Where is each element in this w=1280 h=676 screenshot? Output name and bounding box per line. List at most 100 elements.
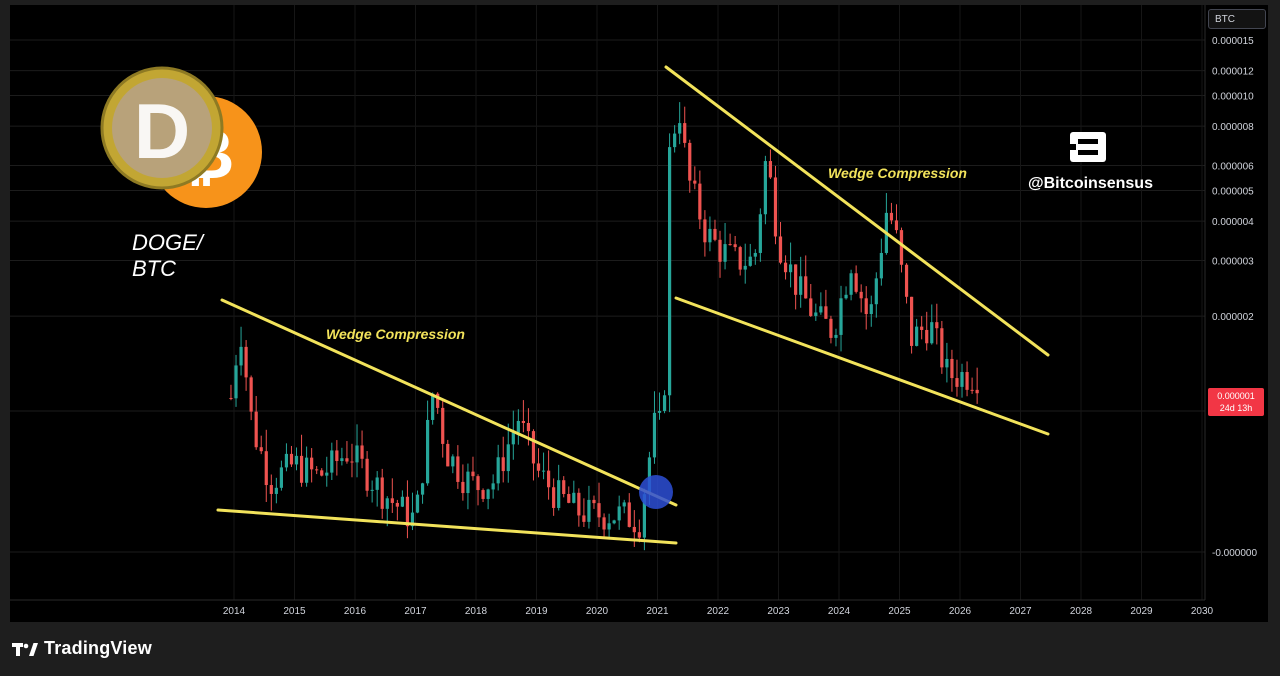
candle-body bbox=[471, 471, 475, 477]
x-tick-label: 2023 bbox=[767, 606, 790, 617]
y-tick-label: 0.000006 bbox=[1212, 162, 1254, 173]
x-tick-label: 2030 bbox=[1191, 606, 1214, 617]
candle-body bbox=[920, 326, 924, 330]
candle-body bbox=[451, 456, 455, 467]
candle-body bbox=[320, 470, 324, 476]
candle-body bbox=[466, 471, 470, 494]
candle-body bbox=[738, 247, 742, 270]
x-tick-label: 2021 bbox=[646, 606, 669, 617]
candle-body bbox=[436, 393, 440, 408]
candle-body bbox=[531, 431, 536, 464]
candle-body bbox=[420, 483, 425, 495]
x-tick-label: 2018 bbox=[465, 606, 488, 617]
candle-body bbox=[849, 273, 853, 295]
candle-body bbox=[889, 212, 894, 221]
candle-body bbox=[753, 252, 757, 257]
candle-body bbox=[768, 161, 773, 178]
candle-body bbox=[789, 264, 793, 273]
candle-body bbox=[899, 230, 904, 265]
brand-watermark: @Bitcoinsensus bbox=[1028, 130, 1153, 193]
currency-badge[interactable]: BTC bbox=[1208, 9, 1266, 29]
candle-body bbox=[330, 450, 334, 473]
candle-body bbox=[567, 494, 571, 503]
x-tick-label: 2027 bbox=[1009, 606, 1032, 617]
candle-body bbox=[602, 517, 606, 530]
tradingview-logo-icon bbox=[12, 642, 38, 656]
y-tick-label: 0.000015 bbox=[1212, 36, 1254, 47]
x-tick-label: 2020 bbox=[586, 606, 609, 617]
y-tick-label: 0.000005 bbox=[1212, 187, 1254, 198]
candle-body bbox=[426, 419, 430, 484]
candle-body bbox=[869, 304, 873, 315]
watermark-handle: @Bitcoinsensus bbox=[1028, 175, 1153, 192]
candle-body bbox=[335, 450, 339, 462]
candle-body bbox=[365, 458, 369, 491]
candle-body bbox=[229, 397, 233, 399]
candle-body bbox=[864, 298, 868, 315]
candle-body bbox=[703, 219, 707, 243]
y-tick-label: -0.000000 bbox=[1212, 548, 1257, 559]
wedge-trendline bbox=[674, 296, 1050, 436]
price-chart[interactable]: Wedge Compression Wedge Compression 0.00… bbox=[0, 0, 1280, 622]
candlestick-series bbox=[229, 102, 979, 551]
candle-body bbox=[345, 458, 349, 462]
x-tick-label: 2028 bbox=[1070, 606, 1093, 617]
candle-body bbox=[491, 483, 495, 490]
x-tick-label: 2024 bbox=[828, 606, 851, 617]
wedge-trendline bbox=[664, 65, 1050, 357]
candle-body bbox=[279, 467, 283, 488]
candle-body bbox=[587, 499, 591, 522]
candle-body bbox=[794, 264, 798, 295]
candle-body bbox=[395, 502, 399, 507]
candle-body bbox=[652, 412, 657, 458]
candle-body bbox=[688, 142, 692, 181]
candle-body bbox=[975, 389, 979, 394]
candle-body bbox=[516, 420, 520, 433]
pair-label-line2: BTC bbox=[132, 256, 176, 281]
dogecoin-logo: D bbox=[100, 66, 224, 190]
candle-body bbox=[718, 239, 722, 262]
candle-body bbox=[380, 477, 384, 509]
pair-label-line1: DOGE/ bbox=[132, 230, 203, 255]
candle-body bbox=[481, 490, 485, 499]
y-tick-label: 0.000008 bbox=[1212, 122, 1254, 133]
candle-body bbox=[693, 180, 697, 184]
y-tick-label: 0.000004 bbox=[1212, 217, 1254, 228]
candle-body bbox=[733, 244, 737, 248]
candle-body bbox=[355, 445, 359, 463]
candle-body bbox=[763, 161, 767, 215]
candle-body bbox=[577, 492, 581, 516]
x-tick-label: 2025 bbox=[888, 606, 911, 617]
candle-body bbox=[915, 326, 919, 346]
y-tick-label: 0.000012 bbox=[1212, 67, 1254, 78]
candle-body bbox=[778, 236, 783, 263]
time-axis[interactable]: 2014 2015 2016 2017 2018 2019 2020 2021 2022 2023… bbox=[10, 599, 1214, 617]
candle-body bbox=[683, 123, 687, 143]
candle-body bbox=[874, 278, 878, 305]
wedge-trendline bbox=[216, 508, 678, 545]
candle-body bbox=[441, 407, 445, 444]
candle-body bbox=[244, 346, 248, 378]
candle-body bbox=[859, 291, 863, 299]
candle-body bbox=[294, 455, 299, 465]
x-tick-label: 2014 bbox=[223, 606, 246, 617]
tradingview-logo[interactable]: TradingView bbox=[12, 638, 152, 659]
candle-body bbox=[239, 346, 243, 366]
candle-body bbox=[647, 457, 652, 495]
candle-body bbox=[814, 312, 818, 316]
x-tick-label: 2029 bbox=[1130, 606, 1153, 617]
candle-body bbox=[385, 498, 389, 509]
candle-body bbox=[743, 265, 747, 270]
candle-body bbox=[678, 123, 682, 134]
x-tick-label: 2022 bbox=[707, 606, 730, 617]
candle-body bbox=[274, 487, 278, 494]
candle-body bbox=[400, 496, 404, 507]
candle-body bbox=[410, 512, 415, 527]
candle-body bbox=[501, 457, 505, 472]
candle-body bbox=[773, 177, 778, 237]
candle-body bbox=[657, 410, 662, 413]
candle-body bbox=[950, 358, 954, 379]
candle-body bbox=[597, 503, 601, 518]
candle-body bbox=[340, 458, 344, 462]
candle-body bbox=[758, 214, 762, 253]
